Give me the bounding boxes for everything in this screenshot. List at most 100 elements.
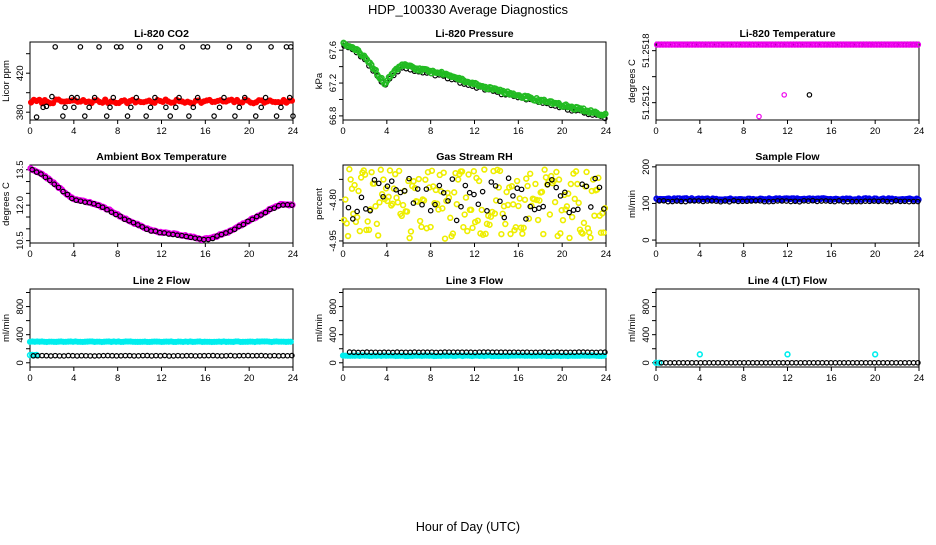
data-point: [505, 175, 512, 182]
data-point: [118, 44, 124, 50]
y-tick-label: 420: [15, 65, 26, 81]
data-point: [29, 166, 35, 173]
y-tick-label: 66.8: [328, 107, 339, 126]
data-point: [514, 185, 521, 192]
data-point: [356, 227, 364, 235]
data-point: [241, 94, 248, 101]
data-point: [153, 352, 159, 359]
data-point: [875, 359, 882, 366]
data-point: [861, 41, 869, 48]
data-point: [56, 353, 63, 359]
data-point: [183, 352, 190, 359]
data-point: [762, 41, 769, 48]
data-point: [345, 204, 352, 211]
data-point: [103, 113, 110, 119]
series-2: [29, 166, 295, 243]
data-point: [347, 176, 354, 183]
data-point: [858, 359, 865, 366]
data-point: [367, 207, 373, 214]
data-point: [557, 230, 564, 237]
data-point: [829, 41, 837, 48]
data-point: [143, 113, 149, 119]
data-point: [492, 197, 500, 204]
data-point: [96, 352, 102, 359]
data-point: [515, 202, 522, 210]
data-point: [565, 190, 572, 197]
data-point: [128, 104, 134, 111]
data-point: [762, 359, 769, 366]
y-tick-label: 12.0: [15, 196, 26, 215]
data-point: [730, 41, 737, 48]
x-tick-label: 16: [826, 126, 837, 137]
data-point: [602, 349, 608, 356]
data-point: [231, 226, 238, 233]
data-point: [845, 359, 852, 366]
data-point: [78, 352, 85, 359]
data-point: [882, 41, 889, 48]
data-point: [549, 176, 555, 183]
data-point: [43, 103, 50, 110]
data-point: [884, 359, 891, 366]
x-tick-label: 0: [27, 249, 32, 260]
data-point: [136, 44, 143, 50]
data-point: [802, 359, 808, 366]
data-point: [779, 41, 787, 48]
data-point: [888, 41, 895, 48]
data-point: [350, 216, 356, 222]
data-point: [226, 44, 233, 50]
y-axis-label: degrees C: [1, 182, 12, 226]
data-point: [378, 191, 386, 198]
data-point: [214, 352, 221, 359]
data-point: [754, 359, 760, 366]
panel-3: Li-820 Temperature 0 4 8 12 16 20 24 51.2512 51.2…: [627, 28, 924, 137]
series-1: [26, 338, 294, 346]
data-point: [83, 352, 89, 359]
data-point: [803, 41, 810, 48]
data-point: [186, 113, 192, 119]
data-point: [671, 359, 678, 366]
panel-title: Ambient Box Temperature: [96, 151, 227, 163]
data-point: [395, 167, 403, 175]
x-tick-label: 8: [115, 373, 120, 384]
data-point: [267, 353, 273, 359]
data-point: [689, 359, 695, 366]
data-point: [671, 41, 678, 48]
data-point: [414, 186, 421, 192]
data-point: [812, 41, 819, 48]
y-tick-label: 51.2512: [641, 85, 652, 119]
data-point: [86, 104, 92, 111]
data-point: [891, 41, 898, 48]
data-point: [562, 206, 569, 213]
y-tick-label: 800: [641, 299, 652, 315]
data-point: [540, 203, 547, 210]
data-point: [126, 352, 133, 359]
data-point: [179, 44, 186, 50]
data-point: [674, 41, 681, 48]
data-point: [428, 167, 436, 174]
data-point: [553, 184, 560, 191]
data-point: [268, 44, 274, 50]
data-point: [113, 44, 120, 50]
data-point: [143, 226, 150, 233]
data-point: [579, 181, 585, 188]
data-point: [841, 41, 848, 48]
data-point: [836, 359, 843, 366]
data-point: [697, 41, 705, 48]
data-point: [358, 194, 365, 201]
data-point: [110, 94, 117, 101]
data-point: [894, 41, 901, 48]
series-2: [345, 175, 607, 224]
data-point: [793, 359, 800, 366]
data-point: [117, 213, 124, 219]
data-point: [218, 353, 225, 359]
data-point: [571, 195, 578, 203]
data-point: [351, 181, 358, 189]
data-point: [756, 41, 763, 48]
data-point: [289, 202, 295, 208]
data-point: [91, 353, 98, 359]
data-point: [559, 216, 567, 224]
data-point: [278, 104, 284, 111]
data-point: [525, 215, 533, 222]
